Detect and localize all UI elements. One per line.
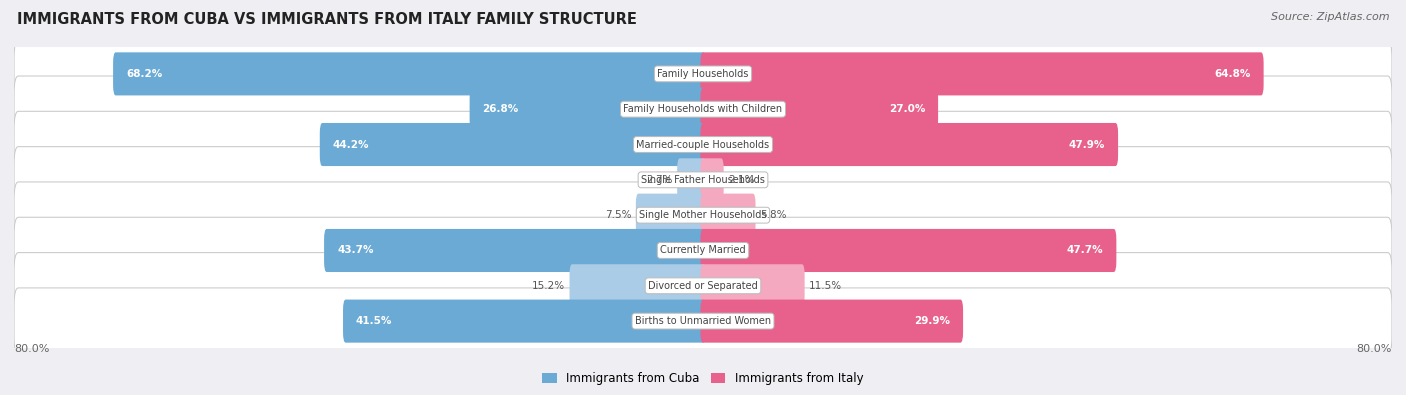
Text: 2.1%: 2.1% [728,175,755,185]
Text: 80.0%: 80.0% [14,344,49,354]
FancyBboxPatch shape [700,264,804,307]
Legend: Immigrants from Cuba, Immigrants from Italy: Immigrants from Cuba, Immigrants from It… [537,367,869,390]
Text: Family Households: Family Households [658,69,748,79]
Text: Married-couple Households: Married-couple Households [637,139,769,150]
FancyBboxPatch shape [343,299,706,342]
FancyBboxPatch shape [636,194,706,237]
FancyBboxPatch shape [14,111,1392,178]
FancyBboxPatch shape [700,194,755,237]
FancyBboxPatch shape [700,299,963,342]
FancyBboxPatch shape [319,123,706,166]
Text: 5.8%: 5.8% [759,210,786,220]
Text: 68.2%: 68.2% [127,69,162,79]
FancyBboxPatch shape [700,229,1116,272]
Text: 44.2%: 44.2% [333,139,370,150]
Text: 64.8%: 64.8% [1215,69,1251,79]
Text: 15.2%: 15.2% [531,281,565,291]
Text: Single Mother Households: Single Mother Households [640,210,766,220]
FancyBboxPatch shape [569,264,706,307]
Text: Single Father Households: Single Father Households [641,175,765,185]
Text: Currently Married: Currently Married [661,245,745,256]
FancyBboxPatch shape [470,88,706,131]
Text: 11.5%: 11.5% [808,281,842,291]
FancyBboxPatch shape [323,229,706,272]
Text: Births to Unmarried Women: Births to Unmarried Women [636,316,770,326]
Text: 29.9%: 29.9% [914,316,950,326]
Text: 47.9%: 47.9% [1069,139,1105,150]
FancyBboxPatch shape [14,182,1392,248]
FancyBboxPatch shape [14,147,1392,213]
Text: 80.0%: 80.0% [1357,344,1392,354]
FancyBboxPatch shape [700,123,1118,166]
Text: Divorced or Separated: Divorced or Separated [648,281,758,291]
FancyBboxPatch shape [14,288,1392,354]
Text: 47.7%: 47.7% [1067,245,1104,256]
FancyBboxPatch shape [14,41,1392,107]
Text: IMMIGRANTS FROM CUBA VS IMMIGRANTS FROM ITALY FAMILY STRUCTURE: IMMIGRANTS FROM CUBA VS IMMIGRANTS FROM … [17,12,637,27]
Text: 26.8%: 26.8% [482,104,519,114]
Text: Family Households with Children: Family Households with Children [623,104,783,114]
FancyBboxPatch shape [14,76,1392,143]
FancyBboxPatch shape [678,158,706,201]
FancyBboxPatch shape [700,158,724,201]
FancyBboxPatch shape [14,217,1392,284]
FancyBboxPatch shape [700,53,1264,96]
FancyBboxPatch shape [112,53,706,96]
Text: 7.5%: 7.5% [605,210,631,220]
Text: Source: ZipAtlas.com: Source: ZipAtlas.com [1271,12,1389,22]
FancyBboxPatch shape [700,88,938,131]
Text: 27.0%: 27.0% [889,104,925,114]
FancyBboxPatch shape [14,252,1392,319]
Text: 41.5%: 41.5% [356,316,392,326]
Text: 43.7%: 43.7% [337,245,374,256]
Text: 2.7%: 2.7% [647,175,673,185]
